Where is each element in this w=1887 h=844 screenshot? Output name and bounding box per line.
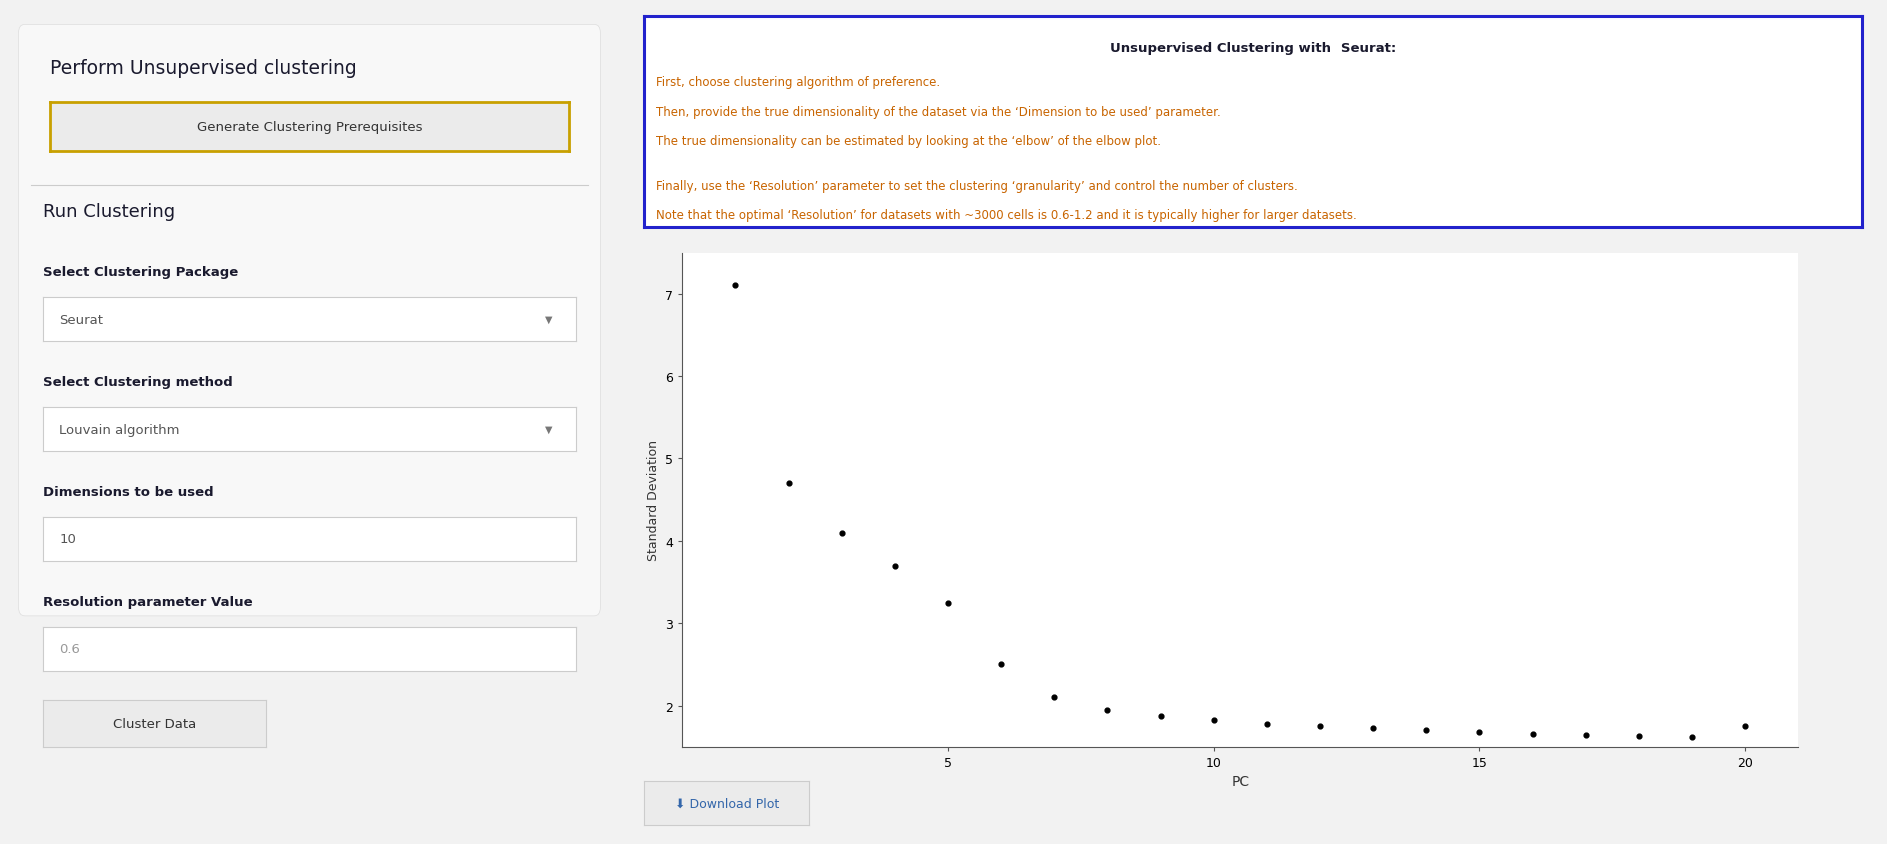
Text: First, choose clustering algorithm of preference.: First, choose clustering algorithm of pr…	[657, 76, 940, 89]
Point	[1145, 709, 1176, 722]
Text: Select Clustering method: Select Clustering method	[43, 376, 234, 388]
Y-axis label: Standard Deviation: Standard Deviation	[647, 440, 660, 560]
Text: Generate Clustering Prerequisites: Generate Clustering Prerequisites	[196, 121, 423, 134]
Text: Perform Unsupervised clustering: Perform Unsupervised clustering	[49, 59, 357, 78]
Point	[1411, 723, 1442, 738]
Text: Unsupervised Clustering with   Seurat:: Unsupervised Clustering with Seurat:	[1110, 42, 1396, 55]
Point	[774, 477, 804, 490]
Point	[721, 279, 751, 293]
Point	[1040, 690, 1070, 704]
Point	[827, 527, 857, 540]
Text: ▼: ▼	[545, 315, 553, 325]
Text: ▼: ▼	[545, 425, 553, 435]
Point	[1093, 703, 1123, 717]
Point	[1306, 720, 1336, 733]
Text: Seurat: Seurat	[58, 313, 104, 327]
Point	[1251, 717, 1281, 731]
Text: 10: 10	[58, 533, 75, 546]
Point	[987, 658, 1017, 672]
Text: ⬇ Download Plot: ⬇ Download Plot	[674, 797, 779, 810]
Point	[1359, 722, 1389, 735]
Text: 0.6: 0.6	[58, 642, 79, 656]
Text: Cluster Data: Cluster Data	[113, 717, 196, 730]
Text: Run Clustering: Run Clustering	[43, 203, 175, 220]
Point	[1730, 720, 1761, 733]
Point	[1464, 725, 1495, 738]
Text: Dimensions to be used: Dimensions to be used	[43, 485, 213, 498]
Point	[879, 560, 910, 573]
Point	[1570, 728, 1600, 742]
Point	[1623, 729, 1653, 743]
Text: Louvain algorithm: Louvain algorithm	[58, 423, 179, 436]
Text: Then, provide the true dimensionality of the dataset via the ‘Dimension to be us: Then, provide the true dimensionality of…	[657, 106, 1221, 118]
Text: Resolution parameter Value: Resolution parameter Value	[43, 595, 253, 608]
Text: Select Clustering Package: Select Clustering Package	[43, 266, 238, 279]
Point	[932, 596, 962, 609]
X-axis label: PC: PC	[1230, 775, 1249, 788]
FancyBboxPatch shape	[19, 25, 600, 616]
Text: Finally, use the ‘Resolution’ parameter to set the clustering ‘granularity’ and : Finally, use the ‘Resolution’ parameter …	[657, 180, 1298, 192]
Point	[1517, 727, 1547, 740]
Text: Note that the optimal ‘Resolution’ for datasets with ~3000 cells is 0.6-1.2 and : Note that the optimal ‘Resolution’ for d…	[657, 209, 1357, 222]
Text: The true dimensionality can be estimated by looking at the ‘elbow’ of the elbow : The true dimensionality can be estimated…	[657, 135, 1162, 148]
Point	[1678, 730, 1708, 744]
Point	[1198, 713, 1228, 727]
